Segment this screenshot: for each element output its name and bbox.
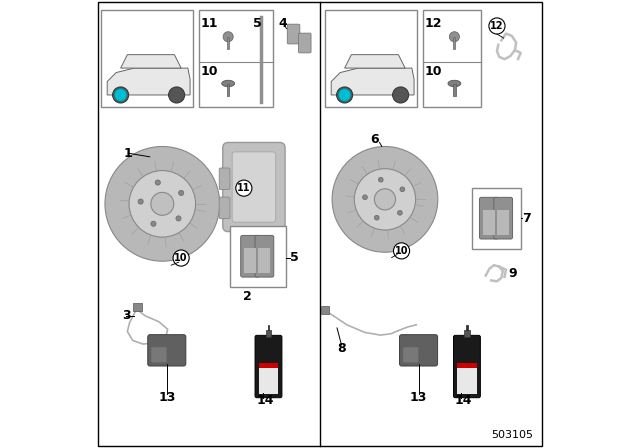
Bar [325,10,417,107]
Bar [423,10,481,107]
Bar [266,330,271,337]
FancyBboxPatch shape [232,152,276,222]
Circle shape [355,169,415,230]
Circle shape [151,221,156,226]
Circle shape [179,190,184,195]
Polygon shape [108,68,190,95]
Circle shape [176,216,181,221]
Circle shape [489,18,505,34]
Text: 8: 8 [337,342,346,355]
Circle shape [400,187,404,192]
Bar [244,248,256,273]
Ellipse shape [448,80,461,87]
Bar [472,188,521,249]
Bar [227,83,229,96]
Circle shape [337,87,353,103]
FancyBboxPatch shape [494,197,513,239]
FancyBboxPatch shape [241,236,259,277]
Text: 3: 3 [122,309,131,323]
Text: 11: 11 [201,17,218,30]
Circle shape [236,180,252,196]
Polygon shape [345,55,405,68]
FancyBboxPatch shape [255,335,282,398]
Circle shape [363,195,367,200]
FancyBboxPatch shape [287,24,300,44]
Circle shape [332,146,438,252]
FancyBboxPatch shape [220,168,230,190]
Ellipse shape [221,80,235,87]
Bar [483,210,495,235]
Text: 5: 5 [253,17,262,30]
Text: 10: 10 [395,246,408,256]
Circle shape [151,192,174,215]
Text: 10: 10 [425,65,442,78]
Text: 14: 14 [257,394,274,408]
Bar [466,325,468,330]
FancyBboxPatch shape [148,335,186,366]
Circle shape [115,89,127,101]
Text: 2: 2 [243,290,252,303]
Bar [199,10,273,107]
Circle shape [105,146,220,261]
FancyBboxPatch shape [454,335,481,398]
Bar [457,363,477,368]
Bar [258,248,271,273]
Text: 503105: 503105 [491,430,533,440]
FancyBboxPatch shape [151,347,166,362]
Text: 1: 1 [124,146,132,160]
Circle shape [113,87,129,103]
Text: 5: 5 [289,251,298,264]
Circle shape [168,87,185,103]
Text: 7: 7 [522,211,531,225]
FancyBboxPatch shape [479,197,498,239]
Circle shape [449,32,460,42]
FancyBboxPatch shape [403,347,419,362]
Bar [101,10,193,107]
FancyBboxPatch shape [223,142,285,232]
Circle shape [138,199,143,204]
Bar [464,330,470,337]
Text: 6: 6 [371,133,379,146]
Polygon shape [332,68,414,95]
Text: 10: 10 [201,65,218,78]
Bar [453,37,456,49]
Circle shape [155,180,161,185]
Text: 13: 13 [410,391,428,405]
Bar [497,210,509,235]
Circle shape [374,189,396,210]
Circle shape [394,243,410,259]
Text: 11: 11 [237,183,251,193]
Bar [457,364,477,394]
FancyBboxPatch shape [399,335,438,366]
Bar [259,363,278,368]
Circle shape [397,211,403,215]
Circle shape [223,32,233,42]
Circle shape [392,87,409,103]
Bar [230,226,287,287]
FancyBboxPatch shape [255,236,274,277]
Circle shape [378,177,383,182]
Text: 13: 13 [158,391,175,405]
Bar [227,37,229,49]
Bar [133,303,142,311]
Circle shape [374,215,379,220]
Circle shape [339,89,351,101]
Bar [453,83,456,96]
Text: 9: 9 [508,267,516,280]
Bar [268,325,269,330]
Text: 12: 12 [425,17,442,30]
Text: 4: 4 [279,17,287,30]
Text: 12: 12 [490,21,504,31]
Text: 10: 10 [174,253,188,263]
Text: 14: 14 [454,394,472,408]
FancyBboxPatch shape [298,33,311,53]
FancyBboxPatch shape [220,197,230,219]
Bar [321,306,330,314]
Circle shape [129,171,196,237]
Circle shape [173,250,189,266]
Polygon shape [121,55,181,68]
Bar [259,364,278,394]
